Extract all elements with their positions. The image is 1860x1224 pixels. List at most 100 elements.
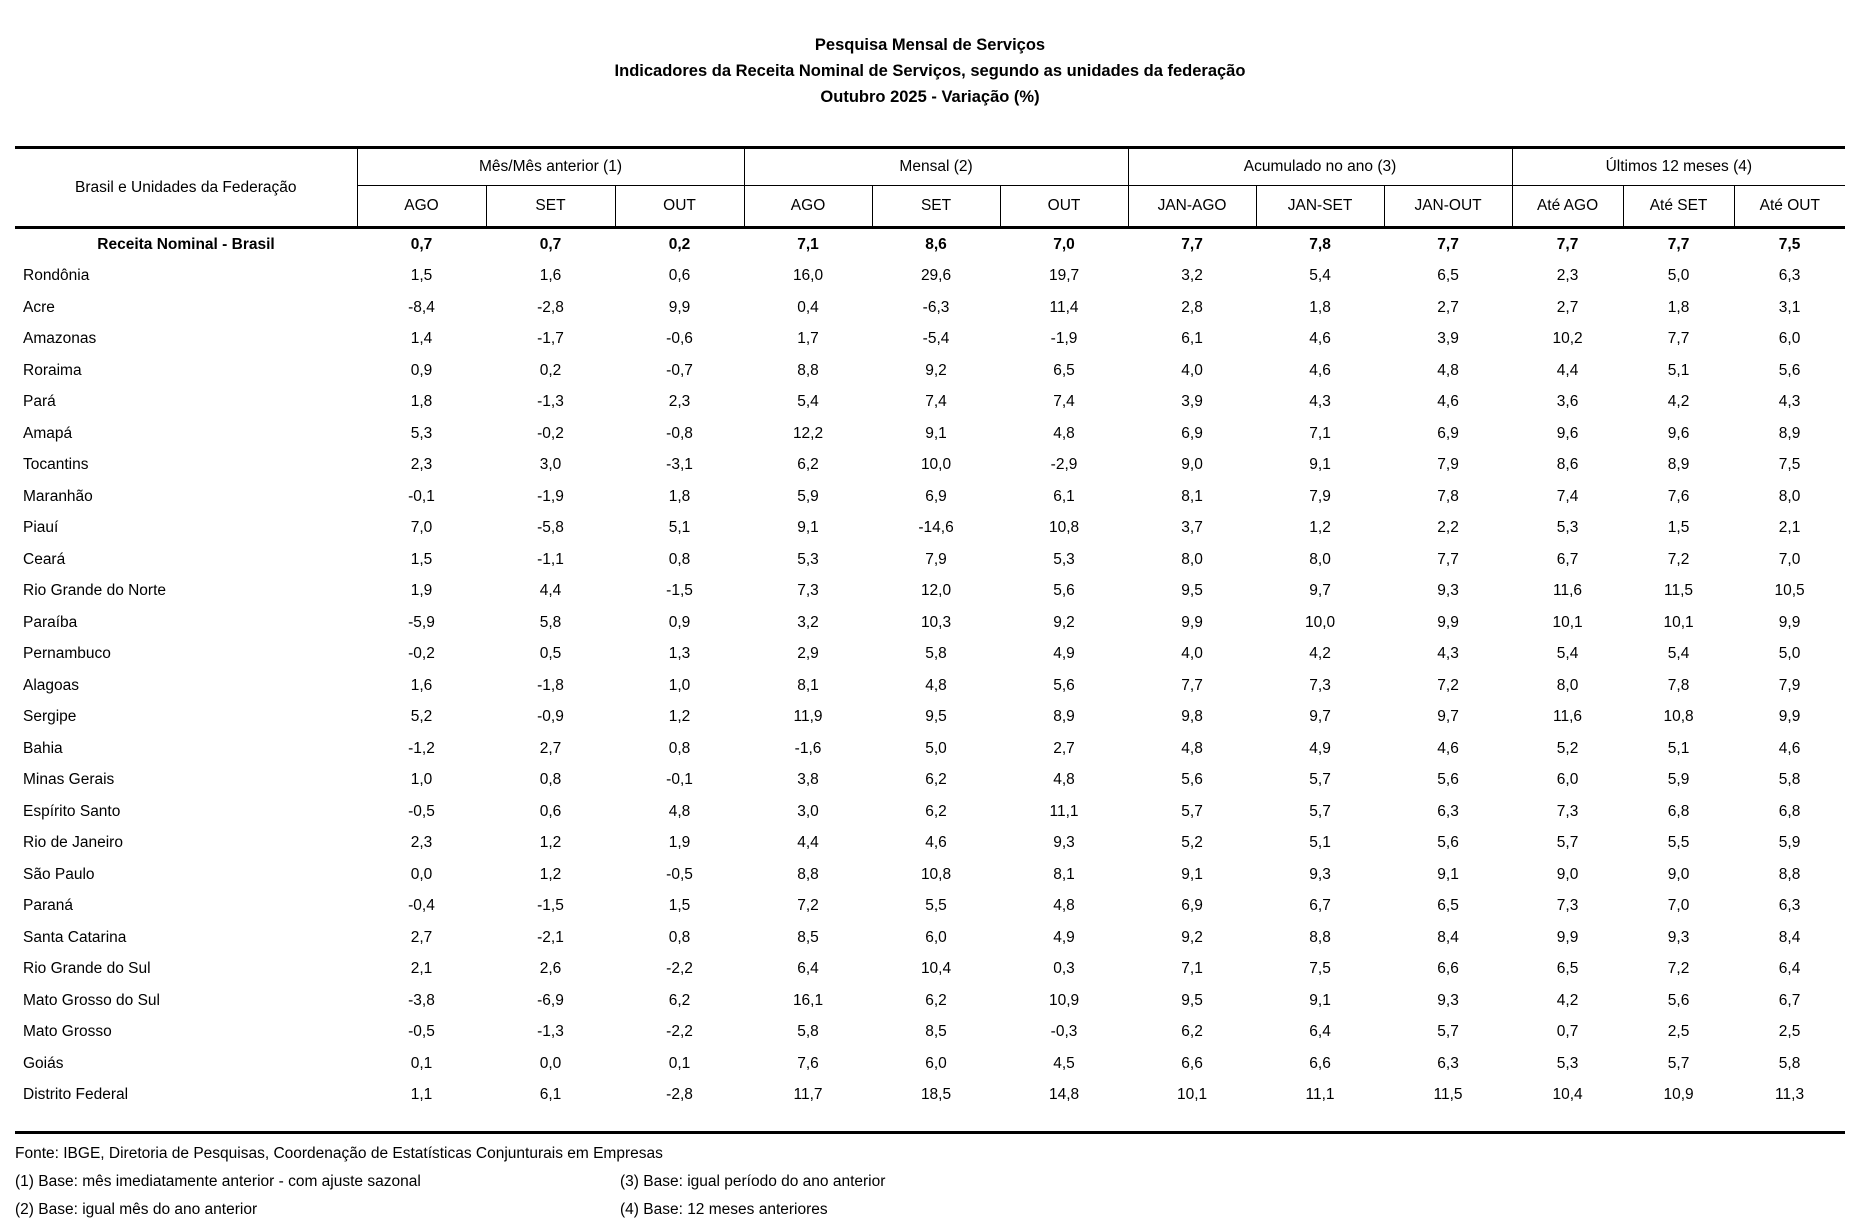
value-cell: 7,0 (1778, 550, 1801, 568)
value-cell: 1,2 (668, 708, 691, 726)
value-cell: -0,1 (666, 771, 693, 789)
value-cell: 7,5 (1778, 235, 1801, 253)
value-cell: 0,1 (410, 1054, 433, 1072)
value-cell: 2,3 (410, 834, 433, 852)
value-cell: 0,7 (539, 235, 562, 253)
value-cell: 1,5 (1667, 519, 1690, 537)
table-row: Alagoas 1,6 -1,8 1,0 8,1 4,8 5,6 7,7 7,3 7,2 8,0 7,… (15, 670, 1845, 702)
region-label: Pernambuco (23, 645, 111, 663)
value-cell: 8,8 (1309, 928, 1331, 946)
value-cell: 1,9 (668, 834, 691, 852)
value-cell: 4,6 (1778, 739, 1801, 757)
value-cell: 6,1 (1181, 330, 1203, 348)
value-cell: 7,8 (1437, 487, 1459, 505)
value-cell: 4,3 (1778, 393, 1801, 411)
value-cell: 9,9 (668, 298, 691, 316)
value-cell: 1,5 (668, 897, 691, 915)
value-cell: 1,7 (797, 330, 819, 348)
value-cell: 8,8 (797, 865, 819, 883)
value-cell: 1,8 (1309, 298, 1331, 316)
value-cell: 0,5 (539, 645, 562, 663)
table-row: Amapá 5,3 -0,2 -0,8 12,2 9,1 4,8 6,9 7,1 6,9 9,6 9,… (15, 418, 1845, 450)
value-cell: 1,5 (410, 550, 433, 568)
value-cell: 6,1 (539, 1086, 562, 1104)
value-cell: 7,3 (1556, 897, 1579, 915)
value-cell: 5,3 (1556, 519, 1579, 537)
value-cell: 7,7 (1437, 235, 1459, 253)
value-cell: 2,9 (797, 645, 819, 663)
region-label: Rondônia (23, 267, 90, 285)
value-cell: -5,8 (537, 519, 564, 537)
value-cell: 7,4 (1556, 487, 1579, 505)
region-label: Piauí (23, 519, 59, 537)
value-cell: 4,8 (1053, 897, 1075, 915)
value-cell: 3,0 (797, 802, 819, 820)
table-row: Ceará 1,5 -1,1 0,8 5,3 7,9 5,3 8,0 8,0 7,7 6,7 7,2 7… (15, 544, 1845, 576)
column-header: JAN-SET (1255, 185, 1385, 229)
value-cell: 8,8 (797, 361, 819, 379)
value-cell: 1,8 (1667, 298, 1690, 316)
value-cell: 1,6 (410, 676, 433, 694)
table-row: Maranhão -0,1 -1,9 1,8 5,9 6,9 6,1 8,1 7,9 7,8 7,4… (15, 481, 1845, 513)
value-cell: 5,9 (1778, 834, 1801, 852)
value-cell: 1,4 (410, 330, 433, 348)
value-cell: 2,5 (1667, 1023, 1690, 1041)
value-cell: 2,2 (1437, 519, 1459, 537)
region-label: Acre (23, 298, 55, 316)
value-cell: 9,1 (1309, 991, 1331, 1009)
value-cell: 8,0 (1556, 676, 1579, 694)
value-cell: 1,5 (410, 267, 433, 285)
table-row: Distrito Federal 1,1 6,1 -2,8 11,7 18,5 14,8 10… (15, 1080, 1845, 1112)
value-cell: 2,3 (410, 456, 433, 474)
value-cell: 7,4 (1053, 393, 1075, 411)
table-row: Paraíba -5,9 5,8 0,9 3,2 10,3 9,2 9,9 10,0 9,9 10,… (15, 607, 1845, 639)
value-cell: 5,6 (1053, 582, 1075, 600)
value-cell: 7,2 (1667, 550, 1690, 568)
value-cell: 4,6 (1437, 393, 1459, 411)
value-cell: 6,7 (1778, 991, 1801, 1009)
table-row: Tocantins 2,3 3,0 -3,1 6,2 10,0 -2,9 9,0 9,1 7,9 8… (15, 450, 1845, 482)
value-cell: 10,9 (1663, 1086, 1694, 1104)
value-cell: 4,8 (1437, 361, 1459, 379)
value-cell: 6,3 (1437, 1054, 1459, 1072)
page-subtitle: Indicadores da Receita Nominal de Serviç… (614, 62, 1246, 80)
value-cell: 0,2 (539, 361, 562, 379)
value-cell: 3,9 (1181, 393, 1203, 411)
value-cell: 5,1 (1309, 834, 1331, 852)
value-cell: 10,9 (1048, 991, 1080, 1009)
value-cell: 16,0 (792, 267, 824, 285)
table-row: Mato Grosso -0,5 -1,3 -2,2 5,8 8,5 -0,3 6,2 6,4 5… (15, 1017, 1845, 1049)
value-cell: 8,4 (1778, 928, 1801, 946)
footnote-3: (3) Base: igual período do ano anterior (620, 1173, 886, 1190)
value-cell: -5,9 (408, 613, 435, 631)
value-cell: 6,9 (1181, 897, 1203, 915)
column-header: AGO (743, 185, 873, 229)
value-cell: 6,6 (1181, 1054, 1203, 1072)
value-cell: 3,2 (797, 613, 819, 631)
value-cell: 7,7 (1556, 235, 1579, 253)
value-cell: 4,9 (1309, 739, 1331, 757)
value-cell: -5,4 (922, 330, 950, 348)
value-cell: 7,9 (1437, 456, 1459, 474)
value-cell: 11,1 (1049, 802, 1079, 820)
value-cell: 0,8 (539, 771, 562, 789)
value-cell: 7,8 (1309, 235, 1331, 253)
value-cell: 8,6 (925, 235, 947, 253)
region-label: Paraíba (23, 613, 78, 631)
footnote-1: (1) Base: mês imediatamente anterior - c… (15, 1173, 421, 1190)
value-cell: 0,0 (410, 865, 433, 883)
value-cell: 9,9 (1181, 613, 1203, 631)
region-label: Tocantins (23, 456, 89, 474)
value-cell: 5,8 (797, 1023, 819, 1041)
value-cell: 2,1 (1778, 519, 1801, 537)
value-cell: 4,5 (1053, 1054, 1075, 1072)
value-cell: 7,4 (925, 393, 947, 411)
value-cell: -1,8 (537, 676, 564, 694)
value-cell: 3,1 (1778, 298, 1801, 316)
value-cell: 9,9 (1778, 613, 1801, 631)
region-label: Roraima (23, 361, 82, 379)
value-cell: 9,3 (1437, 991, 1459, 1009)
table-row: Mato Grosso do Sul -3,8 -6,9 6,2 16,1 6,2 10,9… (15, 985, 1845, 1017)
value-cell: 5,4 (1667, 645, 1690, 663)
value-cell: 5,7 (1309, 802, 1331, 820)
